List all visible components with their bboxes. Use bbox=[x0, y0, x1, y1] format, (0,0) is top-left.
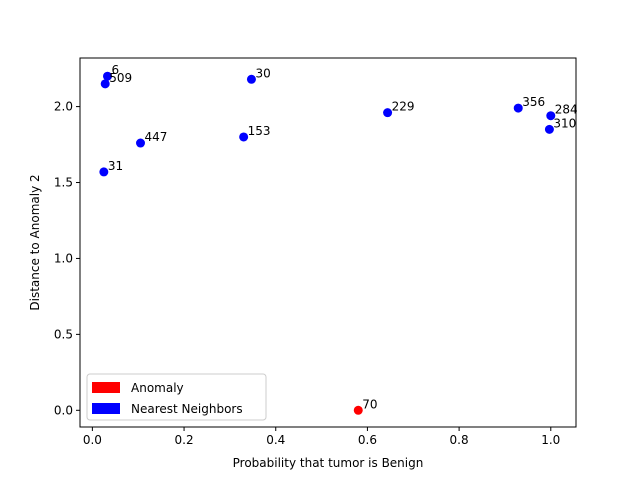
y-tick-label: 1.0 bbox=[54, 251, 73, 265]
y-tick-label: 0.0 bbox=[54, 403, 73, 417]
x-tick-label: 0.2 bbox=[175, 433, 194, 447]
legend-entry: Nearest Neighbors bbox=[131, 402, 243, 416]
point-label: 30 bbox=[255, 66, 270, 80]
point-label: 284 bbox=[555, 103, 578, 117]
legend-box bbox=[86, 373, 267, 421]
x-axis-label: Probability that tumor is Benign bbox=[233, 456, 424, 470]
data-point bbox=[546, 111, 556, 121]
x-tick-label: 0.6 bbox=[358, 433, 377, 447]
legend-swatch bbox=[92, 382, 120, 393]
data-point bbox=[246, 74, 256, 84]
data-point bbox=[103, 71, 113, 81]
x-tick-label: 1.0 bbox=[541, 433, 560, 447]
data-point bbox=[239, 132, 249, 142]
x-axis-ticks: 0.0 0.2 0.4 0.6 0.8 1.0 bbox=[83, 427, 560, 447]
legend: Anomaly Nearest Neighbors bbox=[86, 373, 267, 421]
legend-entry: Anomaly bbox=[131, 381, 184, 395]
point-label: 447 bbox=[145, 130, 168, 144]
y-axis-label: Distance to Anomaly 2 bbox=[28, 174, 42, 310]
data-point bbox=[353, 405, 363, 415]
point-label: 31 bbox=[108, 159, 123, 173]
x-tick-label: 0.4 bbox=[266, 433, 285, 447]
x-tick-label: 0.8 bbox=[450, 433, 469, 447]
point-label: 153 bbox=[248, 124, 271, 138]
y-axis-ticks: 0.0 0.5 1.0 1.5 2.0 bbox=[54, 100, 80, 417]
y-tick-label: 0.5 bbox=[54, 327, 73, 341]
point-label: 509 bbox=[109, 71, 132, 85]
data-point bbox=[383, 108, 393, 118]
data-point bbox=[99, 167, 109, 177]
data-point bbox=[100, 79, 110, 89]
point-label: 310 bbox=[553, 116, 576, 130]
y-tick-label: 1.5 bbox=[54, 176, 73, 190]
data-point bbox=[136, 138, 146, 148]
point-label: 6 bbox=[112, 63, 120, 77]
data-point bbox=[513, 103, 523, 113]
point-label: 70 bbox=[362, 397, 377, 411]
point-label: 229 bbox=[392, 100, 415, 114]
x-tick-label: 0.0 bbox=[83, 433, 102, 447]
legend-swatch bbox=[92, 403, 120, 414]
data-point bbox=[544, 124, 554, 134]
point-label: 356 bbox=[522, 95, 545, 109]
y-tick-label: 2.0 bbox=[54, 100, 73, 114]
axes-frame bbox=[79, 57, 577, 428]
